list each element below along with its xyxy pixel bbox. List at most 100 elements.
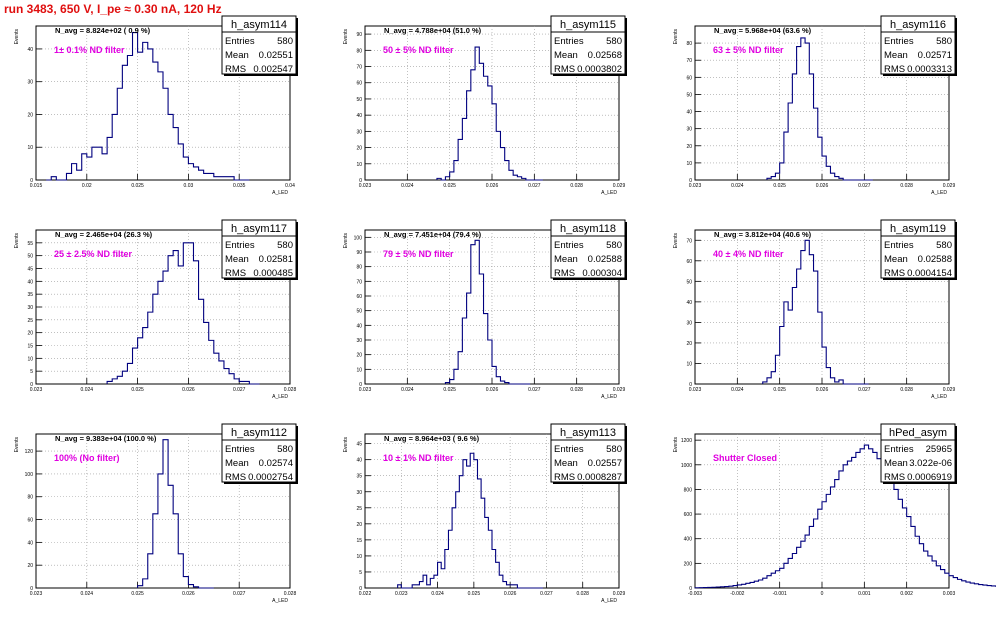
- filter-annotation: 79 ± 5% ND filter: [383, 249, 454, 259]
- stats-value: 0.02574: [259, 458, 293, 469]
- y-tick-label: 800: [684, 487, 693, 493]
- x-tick-label: 0.026: [504, 591, 517, 597]
- y-tick-label: 40: [27, 279, 33, 285]
- histogram-series: [766, 37, 873, 181]
- y-tick-label: 10: [27, 145, 33, 151]
- filter-annotation: 10 ± 1% ND filter: [383, 453, 454, 463]
- filter-annotation: 40 ± 4% ND filter: [713, 249, 784, 259]
- y-tick-label: 20: [27, 112, 33, 118]
- x-tick-label: 0.026: [182, 591, 195, 597]
- stats-label: Entries: [225, 36, 255, 47]
- filter-annotation: 25 ± 2.5% ND filter: [54, 249, 132, 259]
- y-tick-label: 70: [356, 279, 362, 285]
- y-tick-label: 45: [27, 267, 33, 273]
- y-tick-label: 80: [686, 41, 692, 47]
- y-tick-label: 0: [30, 382, 33, 388]
- histogram-series: [137, 439, 214, 589]
- x-axis-label: A_LED: [931, 190, 947, 196]
- y-axis-label: Events: [673, 233, 679, 249]
- stats-label: Mean: [884, 254, 908, 265]
- x-tick-label: 0.028: [284, 591, 297, 597]
- stats-value: 0.0003802: [577, 64, 622, 75]
- histogram-series: [436, 46, 543, 181]
- y-tick-label: 0: [689, 178, 692, 184]
- y-tick-label: 50: [356, 97, 362, 103]
- x-tick-label: 0.029: [943, 183, 956, 189]
- x-tick-label: 0.023: [689, 387, 702, 393]
- stats-label: Entries: [884, 240, 914, 251]
- y-tick-label: 25: [356, 506, 362, 512]
- histogram-panel-h_asym118: 0 10 20 30 40 50 60 70 80 90 100 0.023 0.024 0.025 0.0…: [343, 219, 627, 400]
- x-tick-label: 0.027: [233, 591, 246, 597]
- y-tick-label: 30: [27, 80, 33, 86]
- x-tick-label: 0.024: [431, 591, 444, 597]
- stats-value: 580: [277, 444, 293, 455]
- stats-value: 25965: [926, 444, 952, 455]
- y-tick-label: 0: [689, 382, 692, 388]
- x-axis-label: A_LED: [601, 394, 617, 400]
- x-tick-label: 0.027: [540, 591, 553, 597]
- histogram-panel-h_asym112: 0 20 40 60 80 100 120 0.023 0.024 0.025 0.026 0.027…: [14, 423, 298, 604]
- stats-value: 0.000304: [582, 268, 622, 279]
- stats-label: Mean: [225, 254, 249, 265]
- histogram-panel-h_asym114: 0 10 20 30 40 0.015 0.02 0.025 0.03 0.035 0.04 Even…: [14, 15, 298, 196]
- stats-label: Entries: [554, 240, 584, 251]
- y-tick-label: 60: [356, 81, 362, 87]
- histogram-name: h_asym116: [890, 19, 946, 31]
- stats-value: 0.0008287: [577, 472, 622, 483]
- y-axis-label: Events: [673, 29, 679, 45]
- histogram-name: h_asym115: [560, 19, 616, 31]
- stats-label: RMS: [884, 472, 905, 483]
- x-tick-label: 0.024: [81, 591, 94, 597]
- x-tick-label: 0.025: [773, 183, 786, 189]
- x-tick-label: 0.027: [528, 183, 541, 189]
- stats-label: RMS: [225, 268, 246, 279]
- histogram-series: [46, 31, 250, 181]
- stats-value: 0.02581: [259, 254, 293, 265]
- stats-value: 0.0006919: [907, 472, 952, 483]
- y-tick-label: 80: [27, 495, 33, 501]
- y-tick-label: 50: [686, 92, 692, 98]
- x-tick-label: 0.025: [468, 591, 481, 597]
- y-tick-label: 40: [686, 300, 692, 306]
- y-tick-label: 60: [686, 259, 692, 265]
- stats-label: RMS: [554, 268, 575, 279]
- x-tick-label: 0.026: [816, 183, 829, 189]
- stats-value: 0.02557: [588, 458, 622, 469]
- stats-label: Entries: [554, 36, 584, 47]
- x-axis-label: A_LED: [272, 394, 288, 400]
- y-tick-label: 30: [356, 338, 362, 344]
- y-axis-label: Events: [14, 437, 20, 453]
- y-axis-label: Events: [343, 29, 349, 45]
- x-tick-label: 0.026: [486, 183, 499, 189]
- x-tick-label: 0.015: [30, 183, 43, 189]
- stats-value: 580: [606, 240, 622, 251]
- y-tick-label: 40: [686, 110, 692, 116]
- x-tick-label: 0.002: [900, 591, 913, 597]
- x-axis-label: A_LED: [601, 190, 617, 196]
- stats-label: Mean: [554, 50, 578, 61]
- x-tick-label: 0.025: [443, 387, 456, 393]
- x-tick-label: 0.025: [131, 591, 144, 597]
- y-tick-label: 400: [684, 537, 693, 543]
- plot-frame: [364, 433, 620, 589]
- histogram-panel-h_asym113: 0 5 10 15 20 25 30 35 40 45 0.022 0.023 0.024 0.025 0.…: [343, 423, 627, 604]
- x-tick-label: 0.028: [284, 387, 297, 393]
- stats-box: [880, 219, 956, 279]
- navg-label: N_avg = 4.788e+04 (51.0 %): [384, 26, 482, 35]
- y-axis-label: Events: [14, 233, 20, 249]
- stats-value: 0.02568: [588, 50, 622, 61]
- y-tick-label: 0: [359, 586, 362, 592]
- stats-value: 0.002547: [253, 64, 293, 75]
- x-tick-label: 0.023: [359, 183, 372, 189]
- y-tick-label: 40: [356, 323, 362, 329]
- y-tick-label: 70: [686, 238, 692, 244]
- stats-value: 0.02571: [918, 50, 952, 61]
- x-tick-label: 0.028: [570, 387, 583, 393]
- stats-label: RMS: [884, 268, 905, 279]
- x-tick-label: -0.001: [773, 591, 787, 597]
- stats-label: RMS: [225, 64, 246, 75]
- y-tick-label: 10: [686, 161, 692, 167]
- y-tick-label: 100: [354, 235, 363, 241]
- y-tick-label: 10: [356, 554, 362, 560]
